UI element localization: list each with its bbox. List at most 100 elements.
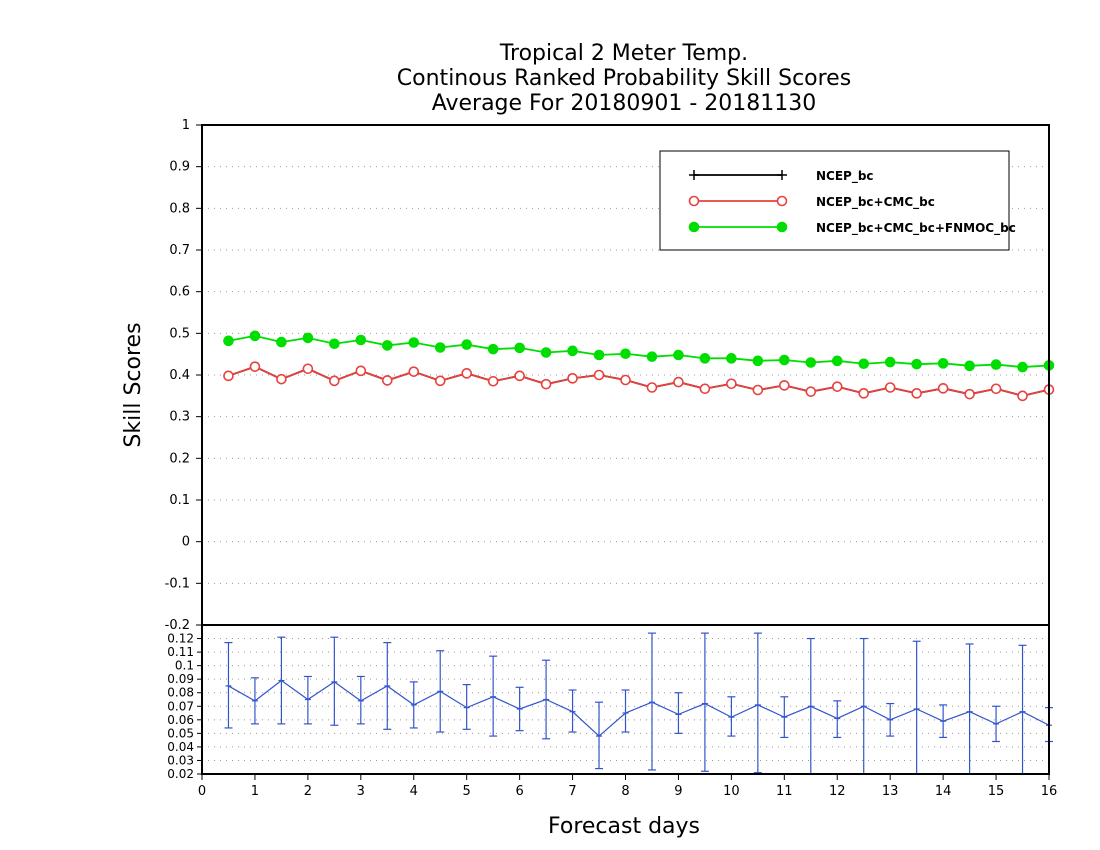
title-line-3: Average For 20180901 - 20181130 (432, 91, 817, 116)
data-point (487, 343, 499, 355)
data-point (699, 353, 711, 364)
data-point (620, 374, 631, 386)
data-point (355, 334, 367, 346)
data-point (223, 370, 234, 382)
y-tick-label: 0.12 (167, 632, 194, 646)
data-point (276, 373, 287, 385)
data-point (858, 388, 870, 399)
data-point (514, 342, 525, 354)
y-axis-label: Skill Scores (121, 322, 146, 447)
legend-marker (777, 170, 787, 180)
data-point (911, 358, 922, 370)
series-line-1 (228, 365, 1050, 397)
y-tick-label: -0.1 (165, 576, 190, 591)
y-tick-label: 1 (182, 118, 190, 133)
data-point (911, 388, 922, 399)
data-point (752, 355, 764, 367)
y-tick-label: 0.8 (169, 201, 190, 216)
y-tick-label: -0.2 (165, 618, 190, 633)
x-axis: 0 1 2 3 4 5 6 7 8 9 10 11 12 13 14 15 16 (198, 774, 1057, 799)
data-point (276, 336, 287, 348)
data-point (593, 349, 605, 361)
y-tick-label: 0.7 (169, 243, 190, 258)
bottom-panel-series (224, 632, 1053, 775)
data-point (381, 375, 393, 386)
data-point (937, 358, 949, 369)
data-point (805, 386, 817, 397)
y-tick-label: 0.1 (175, 659, 194, 673)
legend-marker (688, 221, 700, 233)
y-tick-label: 0.6 (169, 285, 190, 300)
data-point (673, 349, 684, 361)
legend-label: NCEP_bc+CMC_bc+FNMOC_bc (816, 221, 1016, 236)
y-tick-label: 0.3 (169, 410, 190, 425)
x-axis-label: Forecast days (548, 814, 700, 839)
legend-marker (688, 195, 700, 207)
x-tick-label: 9 (674, 784, 682, 799)
y-tick-label: 0.07 (167, 699, 194, 713)
data-point (726, 378, 737, 390)
x-tick-label: 14 (935, 784, 952, 799)
x-tick-label: 2 (304, 784, 312, 799)
legend-marker (689, 170, 699, 180)
data-point (884, 382, 896, 393)
title-line-2: Continous Ranked Probability Skill Score… (397, 66, 851, 91)
x-tick-label: 10 (723, 784, 740, 799)
y-tick-label: 0 (182, 535, 190, 550)
data-point (434, 375, 446, 387)
y-tick-label: 0.04 (167, 740, 194, 754)
data-point (461, 339, 472, 350)
title-line-1: Tropical 2 Meter Temp. (499, 41, 748, 66)
data-point (329, 338, 340, 350)
data-point (434, 342, 446, 353)
data-point (540, 378, 552, 390)
data-point (381, 340, 393, 351)
x-tick-label: 4 (410, 784, 418, 799)
difference-line (228, 679, 1050, 737)
data-point (223, 335, 234, 347)
y-tick-label: 0.4 (169, 368, 190, 383)
chart-legend: NCEP_bc NCEP_bc+CMC_bc NCEP_bc+CMC_bc+FNMO… (659, 150, 1016, 251)
y-tick-label: 0.9 (169, 160, 190, 175)
y-tick-label: 0.5 (169, 326, 190, 341)
data-point (408, 366, 420, 377)
data-point (699, 383, 711, 395)
data-point (1017, 390, 1028, 402)
x-tick-label: 8 (621, 784, 629, 799)
y-tick-label: 0.09 (167, 672, 194, 686)
data-point (805, 357, 817, 368)
data-point (779, 354, 790, 366)
x-tick-label: 11 (776, 784, 793, 799)
top-y-axis: -0.2 -0.1 0 0.1 0.2 0.3 0.4 0.5 0.6 0.7 0.8 0.9 1 (165, 118, 202, 633)
y-tick-label: 0.11 (167, 645, 194, 659)
data-point (752, 384, 764, 396)
x-tick-label: 5 (463, 784, 471, 799)
x-tick-label: 3 (357, 784, 365, 799)
data-point (990, 359, 1002, 370)
legend-label: NCEP_bc+CMC_bc (816, 195, 935, 210)
data-point (408, 337, 420, 348)
chart-title: Tropical 2 Meter Temp. Continous Ranked … (397, 41, 851, 116)
data-point (779, 380, 790, 391)
data-point (646, 382, 658, 393)
legend-marker (776, 221, 788, 233)
data-point (593, 369, 605, 381)
data-point (249, 330, 261, 342)
y-tick-label: 0.06 (167, 713, 194, 727)
data-point (726, 353, 737, 364)
data-point (964, 388, 975, 400)
data-point (673, 376, 684, 388)
data-point (514, 370, 525, 382)
legend-label: NCEP_bc (816, 169, 874, 184)
y-tick-label: 0.08 (167, 686, 194, 700)
y-tick-label: 0.03 (167, 753, 194, 767)
data-point (567, 373, 578, 384)
data-point (937, 383, 949, 394)
data-point (858, 358, 870, 370)
data-point (646, 351, 658, 362)
data-point (540, 347, 552, 358)
series-line-2 (228, 334, 1050, 368)
x-tick-label: 7 (568, 784, 576, 799)
x-tick-label: 6 (515, 784, 523, 799)
data-point (249, 361, 261, 372)
